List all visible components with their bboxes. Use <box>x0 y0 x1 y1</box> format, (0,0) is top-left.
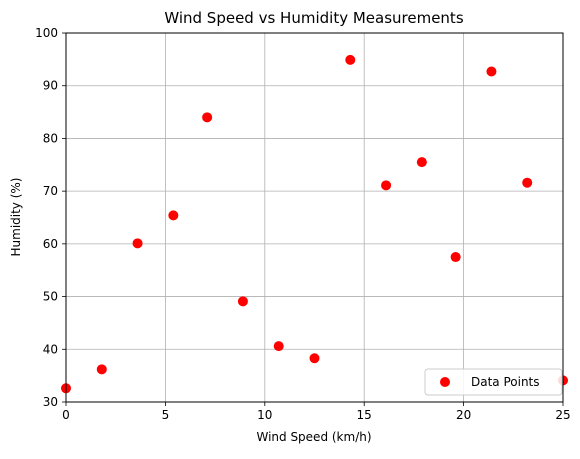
y-tick-label: 40 <box>43 342 58 356</box>
data-point <box>381 180 392 191</box>
y-tick-label: 30 <box>43 395 58 409</box>
legend-label: Data Points <box>471 375 540 389</box>
data-point <box>202 112 213 123</box>
x-tick-label: 0 <box>62 408 70 422</box>
grid <box>65 32 564 403</box>
y-tick-label: 90 <box>43 79 58 93</box>
legend-box <box>424 368 563 396</box>
data-point <box>522 177 533 188</box>
plot-frame <box>65 32 564 403</box>
data-point <box>450 252 461 263</box>
data-point <box>273 341 284 352</box>
x-tick-label: 15 <box>357 408 372 422</box>
data-point <box>168 210 179 221</box>
y-tick-label: 80 <box>43 131 58 145</box>
y-axis-label: Humidity (%) <box>9 178 23 257</box>
data-point <box>96 364 107 375</box>
x-tick-label: 25 <box>555 408 570 422</box>
y-tick-label: 70 <box>43 184 58 198</box>
x-tick-label: 10 <box>257 408 272 422</box>
data-point <box>486 66 497 77</box>
y-tick-label: 60 <box>43 237 58 251</box>
x-axis-ticks: 0 5 10 15 20 25 <box>62 402 571 422</box>
data-point <box>309 353 320 364</box>
x-axis-label: Wind Speed (km/h) <box>256 430 371 444</box>
legend-marker <box>440 377 450 387</box>
x-tick-label: 5 <box>162 408 170 422</box>
legend: Data Points <box>424 368 563 396</box>
data-point <box>237 296 248 307</box>
chart-title: Wind Speed vs Humidity Measurements <box>164 9 463 27</box>
y-tick-label: 50 <box>43 290 58 304</box>
data-point <box>132 238 143 249</box>
data-point <box>345 54 356 65</box>
y-axis-ticks: 30 40 50 60 70 80 90 100 <box>35 26 66 409</box>
data-points <box>61 54 568 394</box>
x-tick-label: 20 <box>456 408 471 422</box>
data-point <box>416 157 427 168</box>
y-tick-label: 100 <box>35 26 58 40</box>
